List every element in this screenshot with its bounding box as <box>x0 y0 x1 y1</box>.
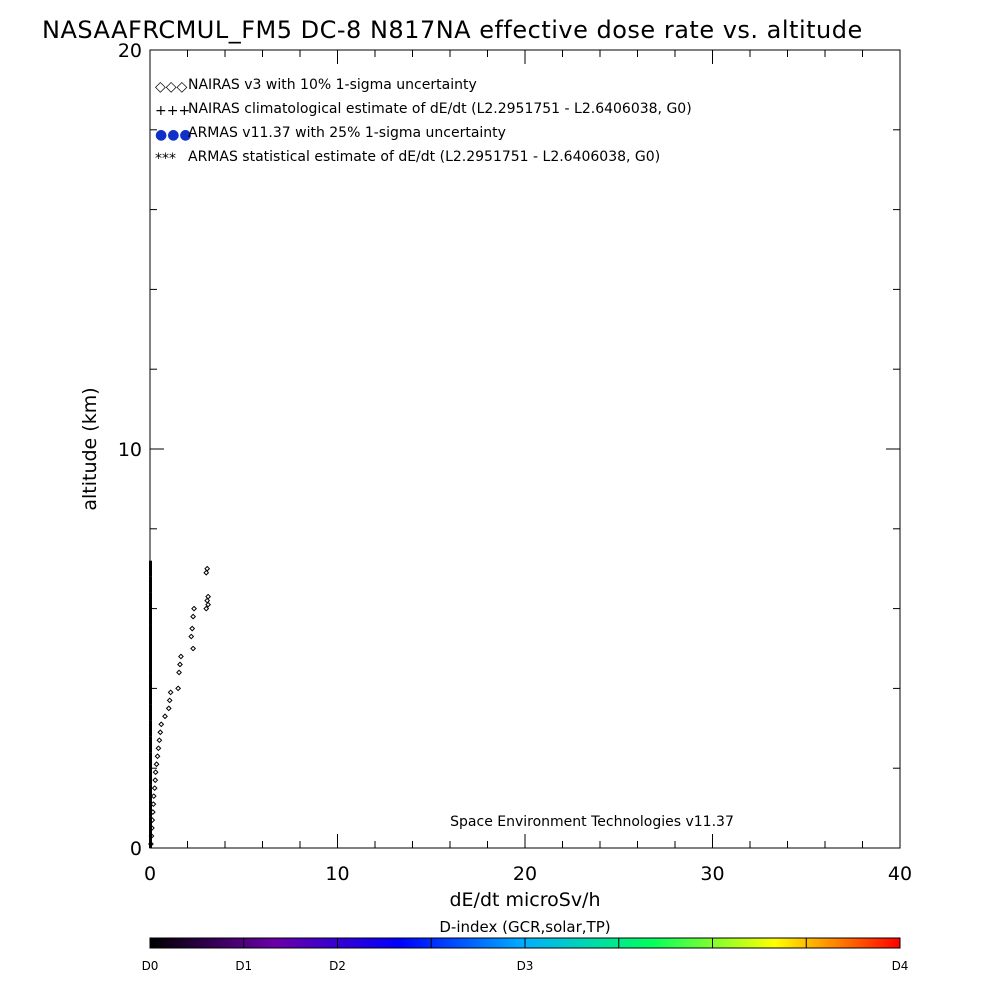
data-point <box>151 785 158 792</box>
legend-label: ARMAS v11.37 with 25% 1-sigma uncertaint… <box>188 125 506 141</box>
data-point <box>205 601 212 608</box>
data-point <box>190 645 197 652</box>
data-point <box>203 569 210 576</box>
credit-annotation: Space Environment Technologies v11.37 <box>450 814 734 830</box>
legend-symbol: +++ <box>155 103 190 119</box>
legend-symbol: ●●● <box>155 127 192 143</box>
colorbar-label: D4 <box>892 959 909 973</box>
data-point <box>178 653 184 660</box>
chart-title: NASAAFRCMUL_FM5 DC-8 N817NA effective do… <box>42 16 863 44</box>
legend-label: NAIRAS v3 with 10% 1-sigma uncertainty <box>188 77 477 93</box>
legend: ◇◇◇ NAIRAS v3 with 10% 1-sigma uncertaint… <box>155 77 692 167</box>
data-point <box>149 576 152 593</box>
data-point <box>152 777 159 784</box>
y-tick-labels: 0 10 20 <box>118 40 142 860</box>
data-point <box>149 640 152 657</box>
data-point <box>176 669 182 676</box>
x-tick-label: 30 <box>700 863 724 885</box>
data-point <box>149 720 152 737</box>
data-point <box>157 729 164 736</box>
data-point <box>191 605 197 612</box>
data-point <box>190 613 197 620</box>
colorbar-label: D3 <box>517 959 534 973</box>
x-axis-title: dE/dt microSv/h <box>449 889 600 911</box>
data-point <box>155 745 162 752</box>
colorbar-title: D-index (GCR,solar,TP) <box>439 918 610 936</box>
data-point <box>152 769 159 776</box>
data-point <box>188 633 195 640</box>
data-point <box>156 737 163 744</box>
colorbar-label: D0 <box>142 959 159 973</box>
legend-symbol: *** <box>155 151 176 167</box>
data-point <box>149 592 152 609</box>
colorbar-ticks <box>149 938 901 948</box>
data-point <box>205 593 212 600</box>
legend-label: NAIRAS climatological estimate of dE/dt … <box>188 101 692 117</box>
data-point <box>149 656 152 673</box>
data-point <box>204 565 211 572</box>
colorbar-label: D2 <box>329 959 346 973</box>
data-point <box>149 784 152 801</box>
y-tick-label: 20 <box>118 40 142 62</box>
data-point <box>175 685 182 692</box>
legend-symbol: ◇◇◇ <box>155 79 188 95</box>
data-point <box>149 560 152 577</box>
data-point <box>149 752 152 769</box>
data-point <box>162 713 168 720</box>
y-tick-label: 10 <box>118 439 142 461</box>
data-point <box>149 608 152 625</box>
data-points <box>148 560 212 849</box>
data-point <box>167 689 174 696</box>
data-point <box>149 832 152 849</box>
x-tick-label: 20 <box>513 863 537 885</box>
axis-ticks <box>149 49 901 849</box>
data-point <box>154 753 161 760</box>
x-tick-labels: 0 10 20 30 40 <box>144 863 912 885</box>
data-point <box>165 705 172 712</box>
legend-label: ARMAS statistical estimate of dE/dt (L2.… <box>188 149 660 165</box>
y-axis-title: altitude (km) <box>79 387 101 510</box>
data-point <box>150 793 157 800</box>
x-tick-label: 0 <box>144 863 156 885</box>
y-tick-label: 0 <box>130 838 142 860</box>
data-point <box>149 800 152 817</box>
x-tick-label: 10 <box>325 863 349 885</box>
data-point <box>189 625 196 632</box>
data-point <box>149 816 152 833</box>
data-point <box>149 688 152 705</box>
data-point <box>149 704 152 721</box>
data-point <box>166 697 173 704</box>
x-tick-label: 40 <box>888 863 912 885</box>
data-point <box>149 736 152 753</box>
data-point <box>149 768 152 785</box>
data-point <box>177 661 183 668</box>
data-point <box>149 624 152 641</box>
data-point <box>158 721 165 728</box>
colorbar-label: D1 <box>235 959 252 973</box>
data-point <box>203 605 210 612</box>
data-point <box>153 761 160 768</box>
colorbar-labels: D0 D1 D2 D3 D4 <box>142 959 909 973</box>
data-point <box>149 672 152 689</box>
data-point <box>204 597 211 604</box>
plot-frame <box>149 49 901 849</box>
